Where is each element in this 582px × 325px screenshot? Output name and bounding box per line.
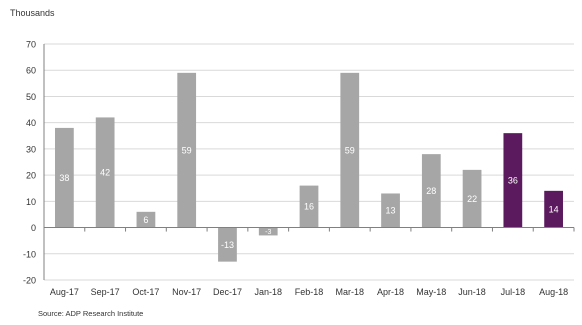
x-tick-label: Apr-18: [377, 287, 404, 297]
bar: [95, 117, 115, 228]
bar-value-label: 14: [549, 204, 559, 214]
y-tick-label: 10: [26, 197, 36, 207]
source-note: Source: ADP Research Institute: [38, 309, 144, 318]
bar-value-label: 16: [304, 202, 314, 212]
x-tick-label: Sep-17: [91, 287, 120, 297]
bar: [544, 190, 563, 228]
bar-value-label: 36: [508, 176, 518, 186]
y-tick-label: 60: [26, 66, 36, 76]
bar: [340, 72, 360, 228]
y-tick-label: 50: [26, 92, 36, 102]
bar-value-label: 42: [100, 168, 110, 178]
bar-value-label: 59: [182, 145, 192, 155]
y-tick-label: 30: [26, 144, 36, 154]
bar: [503, 133, 523, 228]
bar: [258, 227, 278, 236]
bar-value-label: 22: [467, 194, 477, 204]
y-tick-label: 40: [26, 118, 36, 128]
bar-value-label: 13: [386, 206, 396, 216]
x-tick-label: Jan-18: [254, 287, 282, 297]
bar-value-label: -3: [265, 229, 271, 236]
x-tick-label: Dec-17: [213, 287, 242, 297]
bar-value-label: -13: [221, 240, 234, 250]
x-tick-label: Aug-17: [50, 287, 79, 297]
y-tick-label: 0: [31, 223, 36, 233]
x-tick-label: May-18: [416, 287, 446, 297]
x-tick-label: Jul-18: [501, 287, 526, 297]
bar: [421, 154, 441, 228]
x-tick-label: Aug-18: [539, 287, 568, 297]
bar: [218, 227, 237, 262]
x-tick-label: Jun-18: [458, 287, 486, 297]
x-tick-label: Feb-18: [295, 287, 324, 297]
x-tick-label: Mar-18: [336, 287, 365, 297]
x-tick-label: Oct-17: [132, 287, 159, 297]
y-tick-label: 70: [26, 40, 36, 50]
y-tick-label: 20: [26, 171, 36, 181]
bar-value-label: 28: [426, 186, 436, 196]
x-tick-label: Nov-17: [172, 287, 201, 297]
bar: [462, 169, 482, 228]
bar-value-label: 59: [345, 145, 355, 155]
bar-value-label: 38: [59, 173, 69, 183]
bar: [381, 193, 400, 228]
y-tick-label: -10: [23, 249, 36, 259]
bar: [55, 127, 74, 228]
bar-value-label: 6: [143, 215, 148, 225]
bar: [136, 211, 156, 228]
bar: [299, 185, 319, 228]
unit-label: Thousands: [10, 8, 55, 18]
y-tick-label: -20: [23, 276, 36, 286]
bar: [177, 72, 197, 228]
